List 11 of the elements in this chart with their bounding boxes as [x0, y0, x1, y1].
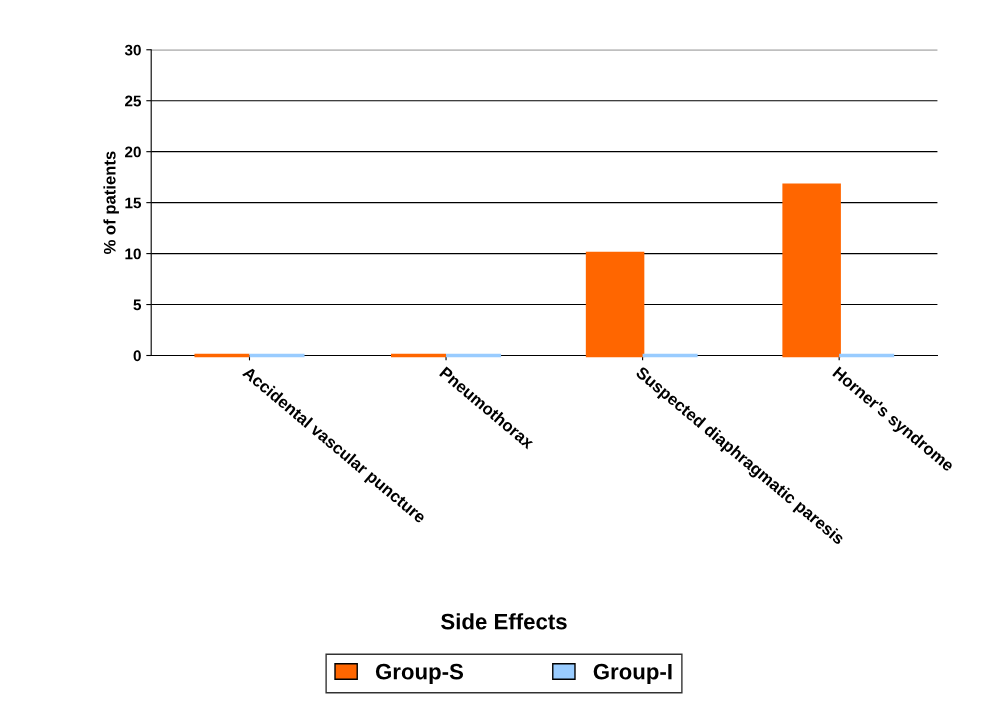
- y-tick-label: 0: [133, 350, 141, 362]
- y-tick-label: 25: [125, 95, 142, 107]
- y-tick-label: 5: [133, 299, 142, 311]
- legend-label: Group-S: [375, 663, 464, 684]
- y-tick-label: 30: [124, 44, 141, 56]
- y-tick-label: 10: [125, 248, 141, 260]
- y-tick-label: 20: [125, 146, 141, 158]
- x-axis-title: Side Effects: [441, 613, 567, 630]
- y-axis-title: % of patients: [103, 151, 119, 255]
- y-tick-label: 15: [125, 197, 142, 209]
- legend-label: Group-I: [593, 663, 672, 684]
